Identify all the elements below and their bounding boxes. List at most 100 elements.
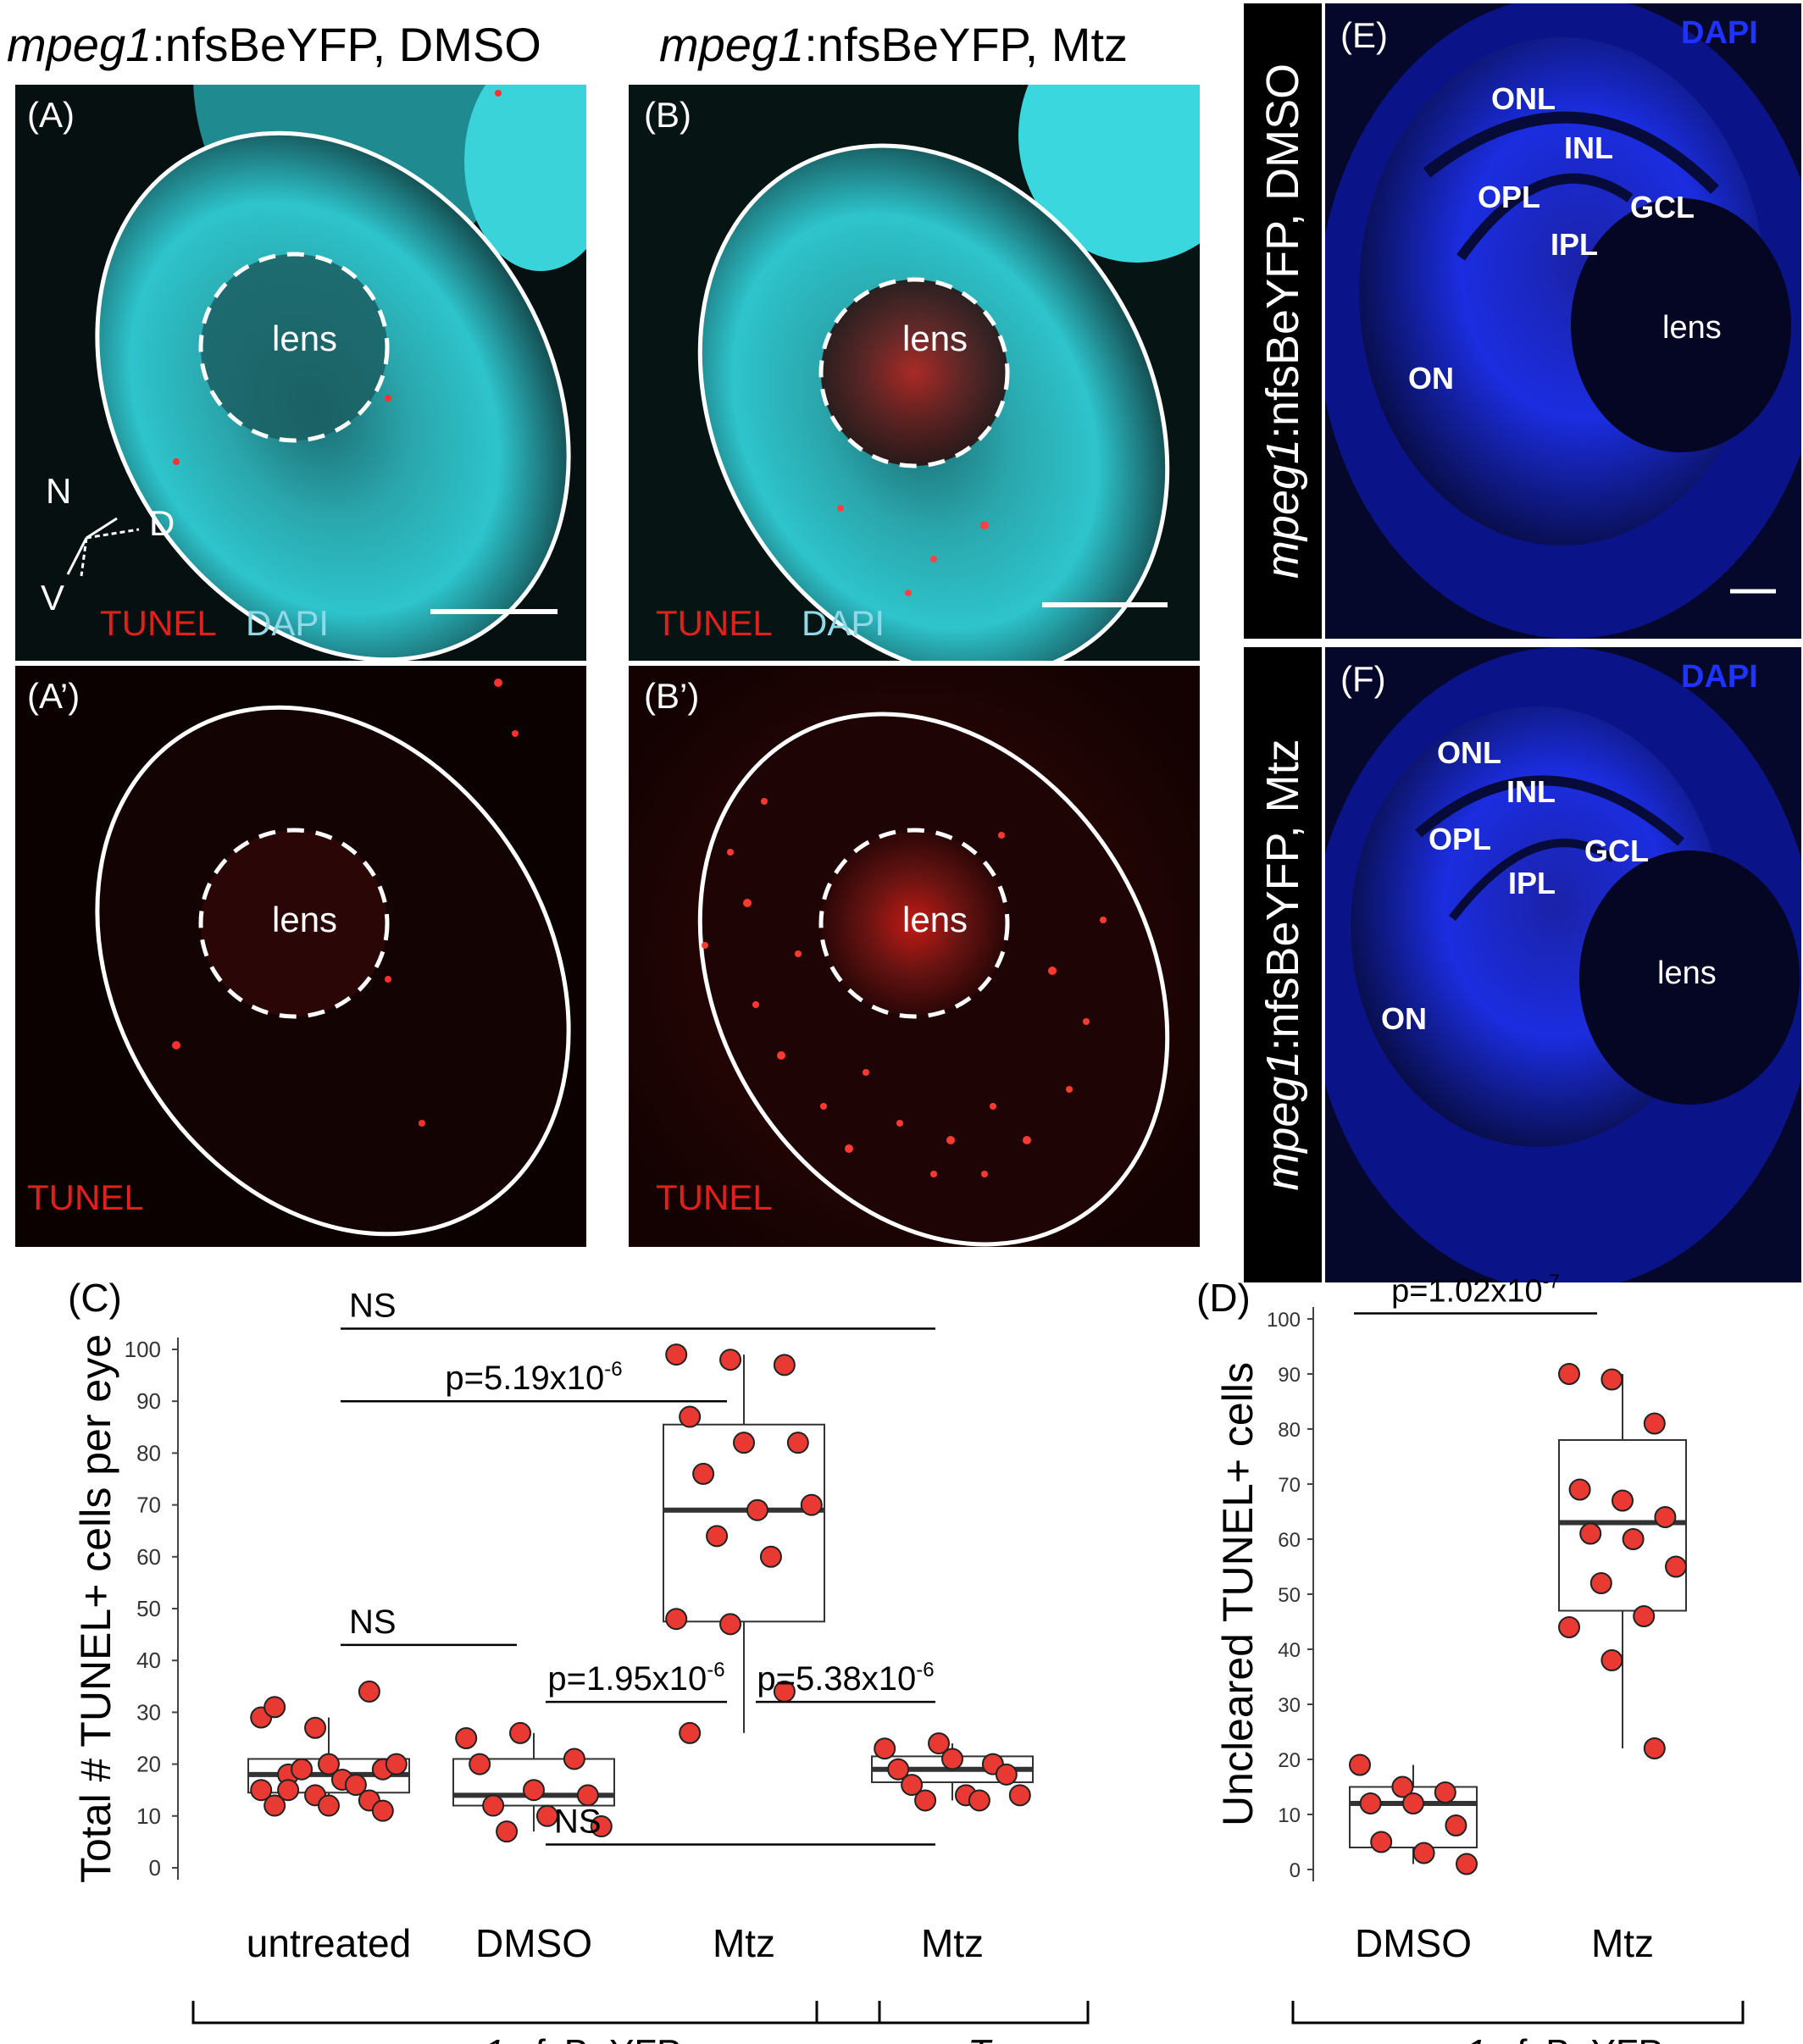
data-point bbox=[1008, 1784, 1031, 1807]
y-tick-label: 20 bbox=[136, 1752, 161, 1777]
panel-b-prime-image: (B’) lens TUNEL bbox=[629, 666, 1200, 1247]
axis-d-label: D bbox=[149, 503, 175, 543]
significance-label: NS bbox=[554, 1803, 602, 1840]
data-point bbox=[371, 1799, 394, 1822]
data-point bbox=[1643, 1412, 1666, 1435]
stain-tunel-label: TUNEL bbox=[656, 603, 773, 643]
data-point bbox=[469, 1753, 491, 1775]
data-point bbox=[1612, 1489, 1634, 1512]
category-label: Mtz bbox=[713, 1921, 775, 1965]
data-point bbox=[455, 1727, 478, 1749]
data-point bbox=[928, 1732, 951, 1755]
panel-b-prime-label: (B’) bbox=[644, 676, 700, 716]
y-tick-label: 60 bbox=[1278, 1529, 1301, 1552]
data-point bbox=[733, 1432, 755, 1454]
data-point bbox=[509, 1721, 532, 1744]
stain-dapi-label: DAPI bbox=[802, 603, 885, 643]
significance-exponent: -6 bbox=[604, 1358, 622, 1381]
data-point bbox=[665, 1608, 688, 1631]
significance-exponent: -7 bbox=[1543, 1271, 1560, 1293]
data-point bbox=[1359, 1792, 1382, 1814]
data-point bbox=[385, 1753, 408, 1775]
data-point bbox=[941, 1748, 963, 1770]
data-point bbox=[1601, 1649, 1623, 1671]
title-mtz: mpeg1:nfsBeYFP, Mtz bbox=[659, 18, 1129, 71]
layer-gcl-label: GCL bbox=[1584, 834, 1649, 868]
panel-e-image: (E) DAPI ONL INL OPL GCL IPL lens ON bbox=[1325, 3, 1801, 639]
data-point bbox=[304, 1716, 327, 1739]
panel-f-image: (F) DAPI ONL INL OPL GCL IPL lens ON bbox=[1325, 647, 1801, 1282]
data-point bbox=[1349, 1753, 1371, 1776]
panel-e-label: (E) bbox=[1340, 15, 1388, 55]
data-point bbox=[358, 1680, 380, 1703]
y-axis-label: Total # TUNEL+ cells per eye bbox=[72, 1334, 119, 1883]
data-point bbox=[318, 1753, 340, 1775]
data-point bbox=[563, 1748, 585, 1770]
category-label: Mtz bbox=[921, 1921, 984, 1965]
data-point bbox=[523, 1779, 545, 1802]
stain-tunel-label: TUNEL bbox=[27, 1177, 144, 1217]
group-bracket bbox=[191, 2001, 881, 2025]
data-point bbox=[1412, 1842, 1435, 1864]
chart-c: (C) Total # TUNEL+ cells per eye 0 10 20 30 40… bbox=[68, 1276, 1090, 2044]
lens-label: lens bbox=[1657, 956, 1717, 991]
group-label-suffix: :nfsBeYFP bbox=[1486, 2032, 1663, 2044]
significance-label: NS bbox=[349, 1288, 397, 1325]
data-point bbox=[759, 1545, 782, 1568]
data-point bbox=[1633, 1605, 1656, 1627]
panel-a-prime-image: (A’) lens TUNEL bbox=[15, 666, 586, 1247]
panel-e-vertical-title: mpeg1:nfsBeYFP, DMSO bbox=[1257, 63, 1308, 579]
panel-a-label: (A) bbox=[27, 95, 75, 135]
panel-f-side-strip: mpeg1:nfsBeYFP, Mtz bbox=[1244, 647, 1322, 1282]
lens-label: lens bbox=[272, 900, 338, 939]
chart-d: (D) Uncleared TUNEL+ cells 0 10 20 30 40 50 60 70… bbox=[1196, 1271, 1745, 2044]
y-tick-label: 90 bbox=[1278, 1364, 1301, 1387]
axis-v-label: V bbox=[41, 578, 65, 618]
data-point bbox=[800, 1493, 823, 1516]
y-tick-label: 30 bbox=[1278, 1694, 1301, 1717]
panel-label: (D) bbox=[1196, 1276, 1251, 1320]
y-tick-label: 0 bbox=[149, 1855, 161, 1881]
y-tick-label: 100 bbox=[1267, 1309, 1301, 1332]
category-label: DMSO bbox=[1355, 1921, 1472, 1965]
data-point bbox=[1589, 1572, 1612, 1594]
data-point bbox=[1445, 1814, 1467, 1836]
lens-label: lens bbox=[902, 900, 968, 939]
data-point bbox=[590, 1815, 613, 1838]
data-point bbox=[692, 1462, 715, 1485]
category-label: untreated bbox=[247, 1921, 411, 1965]
data-point bbox=[1391, 1775, 1414, 1798]
lens-label: lens bbox=[1662, 310, 1722, 346]
data-point bbox=[1643, 1737, 1666, 1759]
layer-onl-label: ONL bbox=[1491, 81, 1556, 116]
data-point bbox=[1568, 1478, 1591, 1501]
data-point bbox=[264, 1696, 286, 1719]
data-point bbox=[1558, 1363, 1580, 1385]
data-point bbox=[264, 1794, 286, 1817]
y-tick-label: 100 bbox=[125, 1337, 161, 1362]
data-point bbox=[1558, 1616, 1580, 1638]
y-tick-label: 30 bbox=[136, 1699, 161, 1725]
lens-label: lens bbox=[902, 319, 968, 358]
data-point bbox=[1370, 1831, 1393, 1853]
data-point bbox=[874, 1737, 896, 1760]
data-point bbox=[482, 1794, 505, 1817]
group-label-suffix: :nfsBeYFP bbox=[504, 2032, 681, 2044]
y-tick-label: 80 bbox=[1278, 1419, 1301, 1442]
stain-tunel-label: TUNEL bbox=[656, 1177, 773, 1217]
category-label: DMSO bbox=[475, 1921, 592, 1965]
data-point bbox=[901, 1774, 924, 1797]
axis-n-label: N bbox=[46, 471, 72, 511]
significance-exponent: -6 bbox=[707, 1659, 724, 1681]
y-axis-label: Uncleared TUNEL+ cells bbox=[1214, 1362, 1262, 1826]
panel-f-vertical-title: mpeg1:nfsBeYFP, Mtz bbox=[1257, 739, 1308, 1191]
data-point bbox=[1665, 1555, 1687, 1578]
layer-onl-label: ONL bbox=[1437, 735, 1501, 770]
layer-on-label: ON bbox=[1381, 1001, 1427, 1036]
panel-b-label: (B) bbox=[644, 95, 691, 135]
data-point bbox=[291, 1758, 313, 1781]
panel-f-label: (F) bbox=[1340, 659, 1386, 699]
data-point bbox=[344, 1774, 367, 1797]
layer-ipl-label: IPL bbox=[1551, 227, 1599, 262]
data-point bbox=[535, 1804, 558, 1827]
